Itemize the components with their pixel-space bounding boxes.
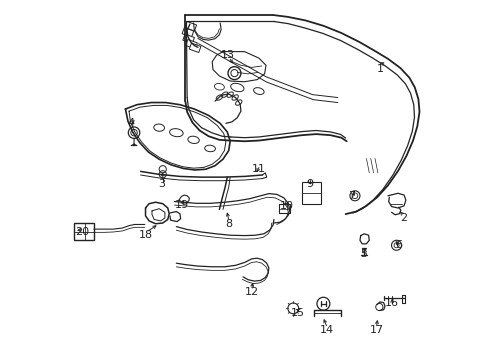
- Text: 15: 15: [290, 308, 304, 318]
- Text: 18: 18: [139, 230, 153, 239]
- Text: 7: 7: [348, 191, 355, 201]
- Text: 8: 8: [224, 219, 231, 229]
- Text: 11: 11: [251, 164, 265, 174]
- Bar: [189, 43, 201, 53]
- Text: 17: 17: [368, 325, 383, 335]
- Text: 10: 10: [279, 201, 293, 211]
- Bar: [183, 34, 194, 44]
- Text: 20: 20: [75, 227, 89, 237]
- Text: 5: 5: [359, 248, 366, 258]
- Text: 6: 6: [394, 240, 402, 250]
- Text: 1: 1: [377, 64, 384, 74]
- Bar: [301, 182, 320, 204]
- Text: 19: 19: [175, 200, 189, 210]
- Text: 14: 14: [319, 325, 333, 335]
- Text: 12: 12: [244, 287, 258, 297]
- Text: 13: 13: [220, 50, 234, 60]
- Bar: [74, 223, 93, 240]
- Bar: [278, 204, 290, 213]
- Text: 16: 16: [385, 298, 398, 308]
- Text: 3: 3: [158, 179, 164, 189]
- Text: 4: 4: [127, 118, 134, 128]
- Bar: [182, 28, 193, 37]
- Text: 2: 2: [400, 213, 407, 222]
- Bar: [184, 22, 196, 31]
- Bar: [185, 40, 197, 49]
- Text: 9: 9: [305, 179, 313, 189]
